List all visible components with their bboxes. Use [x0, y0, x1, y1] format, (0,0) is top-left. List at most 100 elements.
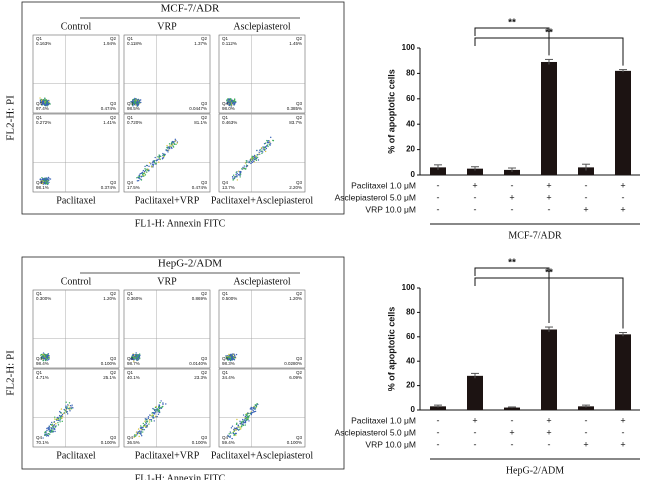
- quadrant-text: Q4: [222, 101, 229, 106]
- treatment-sign: -: [585, 427, 588, 437]
- y-tick-label: 0: [411, 405, 416, 414]
- event-dot: [245, 166, 248, 168]
- event-dot: [161, 406, 164, 408]
- y-tick-label: 100: [402, 283, 416, 292]
- event-dot: [245, 160, 248, 162]
- event-dot: [244, 415, 247, 418]
- event-dot: [241, 425, 243, 427]
- event-dot: [61, 420, 63, 423]
- event-dot: [151, 163, 154, 166]
- bar: [615, 70, 631, 175]
- event-dot: [142, 431, 144, 433]
- event-dot: [232, 177, 234, 179]
- event-dot: [243, 165, 246, 167]
- event-dot: [150, 420, 153, 422]
- quadrant-text: 98.4%: [36, 361, 49, 366]
- event-dot: [144, 174, 147, 176]
- event-dot: [154, 415, 157, 417]
- treatment-label: Asclepiasterol 5.0 μM: [335, 192, 416, 202]
- event-dot: [163, 156, 165, 158]
- event-dot: [243, 421, 245, 424]
- event-dot: [158, 161, 160, 163]
- event-dot: [44, 182, 46, 184]
- event-dot: [240, 428, 242, 430]
- block-title: MCF-7/ADR: [161, 3, 220, 15]
- event-dot: [260, 149, 262, 151]
- event-dot: [45, 100, 47, 102]
- event-dot: [157, 410, 159, 412]
- quadrant-text: Q2: [201, 291, 208, 296]
- column-label: VRP: [157, 21, 177, 32]
- event-dot: [132, 103, 135, 105]
- event-dot: [253, 411, 256, 413]
- quadrant-text: 0.360%: [127, 296, 142, 301]
- event-dot: [257, 159, 260, 161]
- event-dot: [164, 153, 166, 156]
- treatment-sign: +: [546, 415, 551, 425]
- x-axis-label: FL1-H: Annexin FITC: [135, 218, 226, 229]
- event-dot: [232, 174, 235, 176]
- event-dot: [51, 427, 53, 430]
- event-dot: [141, 175, 143, 178]
- treatment-label: Asclepiasterol 5.0 μM: [335, 427, 416, 437]
- quadrant-text: Q1: [222, 115, 229, 120]
- event-dot: [258, 153, 260, 155]
- event-dot: [158, 411, 161, 414]
- event-dot: [66, 413, 69, 415]
- event-dot: [251, 408, 253, 411]
- quadrant-text: Q4: [36, 180, 43, 185]
- row-label: Paclitaxel: [56, 450, 96, 461]
- event-dot: [176, 142, 179, 144]
- quadrant-text: 98.5%: [127, 106, 140, 111]
- event-dot: [235, 434, 237, 436]
- event-dot: [145, 425, 147, 427]
- event-dot: [261, 152, 263, 155]
- quadrant-text: Q4: [127, 101, 134, 106]
- treatment-sign: +: [583, 204, 588, 214]
- event-dot: [68, 407, 70, 410]
- event-dot: [172, 141, 175, 143]
- event-dot: [230, 99, 232, 102]
- quadrant-text: 0.272%: [36, 120, 51, 125]
- event-dot: [138, 100, 141, 102]
- significance-label: **: [545, 268, 553, 279]
- quadrant-text: Q2: [201, 370, 208, 375]
- event-dot: [53, 427, 56, 429]
- event-dot: [140, 179, 143, 181]
- event-dot: [148, 169, 150, 171]
- quadrant-text: 97.4%: [36, 106, 49, 111]
- event-dot: [159, 401, 161, 404]
- event-dot: [137, 101, 140, 103]
- event-dot: [69, 406, 71, 409]
- event-dot: [250, 157, 252, 160]
- event-dot: [158, 406, 160, 409]
- event-dot: [42, 182, 44, 185]
- event-dot: [227, 102, 229, 105]
- event-dot: [134, 100, 137, 103]
- row-label: Paclitaxel+VRP: [135, 195, 200, 206]
- event-dot: [227, 434, 229, 437]
- event-dot: [55, 423, 57, 425]
- column-label: VRP: [157, 276, 177, 287]
- event-dot: [142, 427, 144, 429]
- event-dot: [70, 408, 73, 410]
- quadrant-text: 0.474%: [192, 185, 207, 190]
- event-dot: [60, 412, 63, 414]
- quadrant-text: 98.1%: [36, 185, 49, 190]
- event-dot: [157, 156, 159, 158]
- event-dot: [166, 146, 168, 149]
- bar: [467, 375, 483, 410]
- event-dot: [145, 171, 148, 173]
- treatment-label: Paclitaxel 1.0 μM: [351, 180, 416, 190]
- event-dot: [143, 170, 146, 173]
- quadrant-text: 0.0140%: [189, 361, 207, 366]
- row-label: Paclitaxel+Asclepiasterol: [211, 195, 313, 206]
- event-dot: [132, 101, 134, 103]
- event-dot: [48, 358, 50, 361]
- event-dot: [45, 181, 48, 183]
- treatment-sign: -: [437, 415, 440, 425]
- quadrant-text: Q1: [127, 115, 134, 120]
- event-dot: [226, 100, 228, 102]
- event-dot: [255, 405, 257, 407]
- event-dot: [55, 418, 58, 421]
